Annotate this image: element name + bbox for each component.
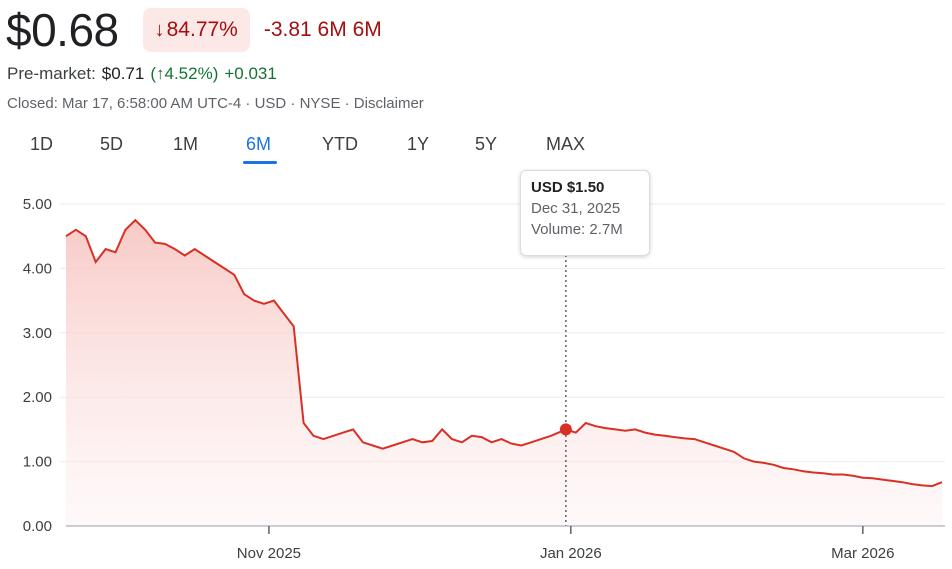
y-axis-labels: 5.00 4.00 3.00 2.00 1.00 0.00 bbox=[23, 196, 52, 535]
premarket-price: $0.71 bbox=[101, 64, 145, 83]
tooltip-price: USD $1.50 bbox=[531, 179, 605, 196]
y-tick-label: 4.00 bbox=[23, 260, 52, 277]
tooltip-date: Dec 31, 2025 bbox=[531, 200, 621, 217]
tab-ytd[interactable]: YTD bbox=[322, 134, 358, 154]
y-tick-label: 5.00 bbox=[23, 196, 52, 213]
tab-1d[interactable]: 1D bbox=[30, 134, 54, 154]
x-axis-ticks: Nov 2025 Jan 2026 Mar 2026 bbox=[237, 526, 895, 562]
active-tab-indicator bbox=[243, 161, 277, 164]
quote-header: $0.68 ↓ 84.77% -3.81 6M 6M bbox=[6, 2, 382, 58]
premarket-change: +0.031 bbox=[224, 64, 277, 83]
y-tick-label: 0.00 bbox=[23, 518, 52, 535]
tab-max[interactable]: MAX bbox=[546, 134, 586, 154]
tab-1y[interactable]: 1Y bbox=[407, 134, 430, 154]
current-price: $0.68 bbox=[6, 4, 119, 56]
premarket-row: Pre-market: $0.71 (↑4.52%) +0.031 bbox=[7, 64, 277, 84]
tab-5d[interactable]: 5D bbox=[100, 134, 124, 154]
price-line bbox=[65, 218, 943, 488]
tab-6m[interactable]: 6M bbox=[246, 134, 272, 154]
y-tick-label: 3.00 bbox=[23, 325, 52, 342]
change-percent: 84.77% bbox=[166, 18, 238, 41]
hover-tooltip: USD $1.50 Dec 31, 2025 Volume: 2.7M bbox=[520, 170, 650, 256]
x-tick-label: Mar 2026 bbox=[831, 545, 894, 562]
hover-point bbox=[559, 423, 572, 436]
premarket-label: Pre-market: bbox=[7, 64, 96, 83]
arrow-down-icon: ↓ bbox=[154, 18, 165, 41]
price-area bbox=[66, 220, 942, 526]
tab-5y[interactable]: 5Y bbox=[475, 134, 498, 154]
y-tick-label: 1.00 bbox=[23, 454, 52, 471]
price-chart[interactable]: 5.00 4.00 3.00 2.00 1.00 0.00 Nov 2025 Jan 202… bbox=[0, 168, 952, 569]
y-tick-label: 2.00 bbox=[23, 389, 52, 406]
tooltip-volume: Volume: 2.7M bbox=[531, 221, 623, 238]
x-tick-label: Jan 2026 bbox=[540, 545, 602, 562]
change-percent-chip: ↓ 84.77% bbox=[142, 8, 250, 52]
tab-1m[interactable]: 1M bbox=[173, 134, 199, 154]
market-meta: Closed: Mar 17, 6:58:00 AM UTC-4 · USD ·… bbox=[7, 95, 424, 112]
premarket-percent: (↑4.52%) bbox=[150, 64, 219, 83]
change-absolute: -3.81 6M 6M bbox=[263, 18, 382, 41]
x-tick-label: Nov 2025 bbox=[237, 545, 301, 562]
